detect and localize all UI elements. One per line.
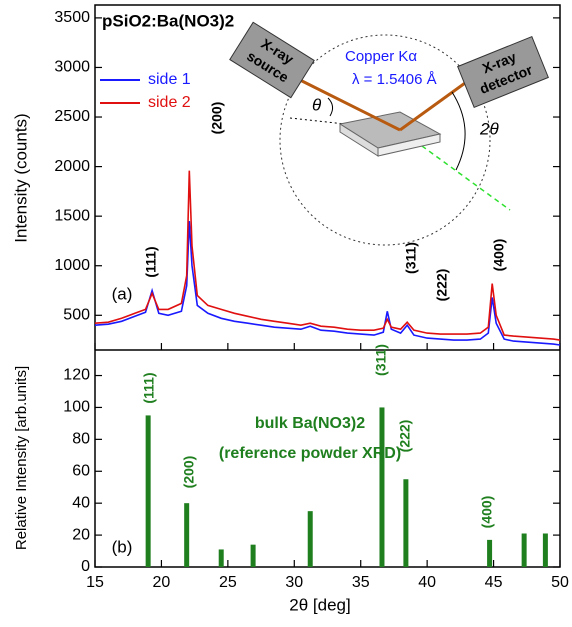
inset-2theta: 2θ xyxy=(479,119,499,138)
bar xyxy=(250,544,256,567)
y-tick-label: 80 xyxy=(72,431,90,448)
series-line xyxy=(94,170,561,341)
x-tick-label: 15 xyxy=(86,574,104,591)
x-tick-label: 20 xyxy=(153,574,171,591)
bar xyxy=(145,415,151,567)
x-tick-label: 45 xyxy=(485,574,503,591)
y-tick-label: 500 xyxy=(63,307,90,324)
bar-annotation: (b) xyxy=(112,537,133,556)
bar-annotation: (222) xyxy=(397,420,413,453)
legend-label: side 1 xyxy=(148,71,191,88)
y-tick-label: 120 xyxy=(63,367,90,384)
bar xyxy=(521,533,527,567)
peak-label: (a) xyxy=(112,284,133,303)
peak-label: (111) xyxy=(143,246,159,277)
bar xyxy=(218,549,224,567)
y-tick-label: 2500 xyxy=(54,108,90,125)
inset-theta-arc xyxy=(327,97,334,117)
bar-annotation: (200) xyxy=(181,456,197,489)
inset-2theta-arc xyxy=(451,91,466,171)
bar-annotation: (400) xyxy=(479,496,495,529)
x-tick-label: 40 xyxy=(418,574,436,591)
bar xyxy=(487,539,493,567)
bar xyxy=(184,503,190,567)
bar xyxy=(403,479,409,567)
y-tick-label: 100 xyxy=(63,399,90,416)
bar xyxy=(379,407,385,567)
bar-annotation: (reference powder XRD) xyxy=(219,445,401,462)
x-tick-label: 25 xyxy=(219,574,237,591)
bar xyxy=(542,533,548,567)
legend-label: side 2 xyxy=(148,94,191,111)
bar-annotation: bulk Ba(NO3)2 xyxy=(255,415,365,432)
y-axis-label: Relative Intensity [arb.units] xyxy=(13,366,30,550)
inset-wavelength: λ = 1.5406 Å xyxy=(352,71,437,88)
x-tick-label: 35 xyxy=(352,574,370,591)
x-axis-label: 2θ [deg] xyxy=(289,595,350,614)
peak-label: (200) xyxy=(209,102,225,135)
y-tick-label: 3500 xyxy=(54,9,90,26)
peak-label: (222) xyxy=(434,269,450,302)
y-tick-label: 20 xyxy=(72,526,90,543)
peak-label: (311) xyxy=(403,242,419,274)
y-tick-label: 1000 xyxy=(54,257,90,274)
inset-beam-out xyxy=(399,76,473,132)
frame xyxy=(94,4,561,568)
inset-theta: θ xyxy=(312,95,322,114)
inset-target: Copper Kα xyxy=(345,48,417,65)
y-tick-label: 60 xyxy=(72,462,90,479)
x-tick-label: 30 xyxy=(285,574,303,591)
chart-title: pSiO2:Ba(NO3)2 xyxy=(102,11,234,30)
x-tick-label: 50 xyxy=(551,574,569,591)
inset-detector-box xyxy=(457,35,549,109)
y-tick-label: 3000 xyxy=(54,59,90,76)
y-tick-label: 40 xyxy=(72,494,90,511)
inset-sample-front xyxy=(377,133,441,157)
peak-label: (400) xyxy=(491,239,507,272)
bar-annotation: (311) xyxy=(373,344,389,376)
bar-annotation: (111) xyxy=(141,372,157,403)
y-axis-label: Intensity (counts) xyxy=(11,113,30,242)
bar xyxy=(307,511,313,567)
inset-source-box xyxy=(229,21,315,99)
inset-beam-in xyxy=(299,78,401,132)
inset-diagram xyxy=(229,21,549,246)
y-tick-label: 2000 xyxy=(54,158,90,175)
inset-circle xyxy=(279,34,491,246)
y-tick-label: 0 xyxy=(81,558,90,575)
y-tick-label: 1500 xyxy=(54,207,90,224)
